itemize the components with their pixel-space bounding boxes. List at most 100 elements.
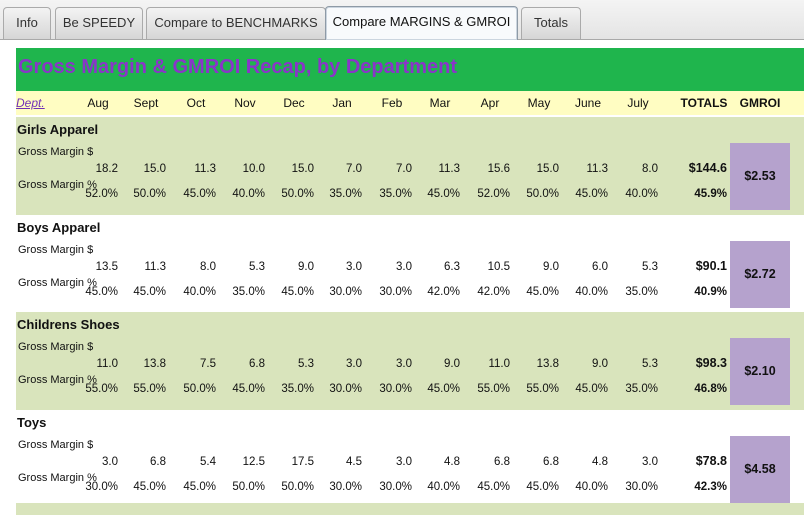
gross-margin-dollar-cell: 3.0 [396, 358, 412, 370]
gross-margin-pct-cell: 40.0% [232, 188, 265, 200]
total-dollar-cell: $90.1 [695, 259, 727, 273]
gross-margin-pct-cell: 45.0% [427, 188, 460, 200]
gross-margin-pct-cell: 42.0% [477, 286, 510, 298]
gross-margin-pct-cell: 55.0% [85, 383, 118, 395]
tab-be-speedy[interactable]: Be SPEEDY [55, 7, 143, 39]
gross-margin-pct-cell: 50.0% [183, 383, 216, 395]
gross-margin-pct-cell: 35.0% [281, 383, 314, 395]
gross-margin-pct-cell: 50.0% [133, 188, 166, 200]
gross-margin-dollar-cell: 15.0 [291, 163, 314, 175]
dept-header: Dept. [16, 96, 45, 110]
gross-margin-pct-cell: 45.0% [575, 188, 608, 200]
gross-margin-dollar-cell: 3.0 [396, 261, 412, 273]
gross-margin-pct-cell: 40.0% [625, 188, 658, 200]
gross-margin-pct-cell: 30.0% [379, 383, 412, 395]
gmroi-value: $4.58 [744, 462, 776, 476]
gmroi-value: $2.53 [744, 169, 776, 183]
gross-margin-pct-cell: 30.0% [329, 481, 362, 493]
gross-margin-pct-cell: 45.0% [133, 286, 166, 298]
gross-margin-pct-cell: 45.0% [183, 481, 216, 493]
tab-compare-margins-gmroi[interactable]: Compare MARGINS & GMROI [325, 6, 518, 40]
gross-margin-pct-cell: 50.0% [281, 188, 314, 200]
gmroi-value: $2.10 [744, 364, 776, 378]
gross-margin-dollar-cell: 6.0 [592, 261, 608, 273]
month-header: June [574, 96, 602, 110]
title-bar: Gross Margin & GMROI Recap, by Departmen… [16, 48, 804, 91]
tab-totals[interactable]: Totals [521, 7, 581, 39]
gross-margin-pct-label: Gross Margin % [18, 277, 97, 289]
gross-margin-pct-cell: 35.0% [625, 383, 658, 395]
month-header: July [627, 96, 649, 110]
tab-info[interactable]: Info [3, 7, 51, 39]
gross-margin-dollar-cell: 15.0 [536, 163, 559, 175]
department-block: Toys Gross Margin $ Gross Margin % 3.0 6.8 5.… [16, 410, 804, 508]
totals-header: TOTALS [680, 96, 728, 110]
department-block: Childrens Shoes Gross Margin $ Gross Margi… [16, 312, 804, 410]
gmroi-header: GMROI [739, 96, 781, 110]
gross-margin-pct-cell: 55.0% [477, 383, 510, 395]
gross-margin-pct-cell: 50.0% [281, 481, 314, 493]
month-header: May [527, 96, 551, 110]
tab-compare-benchmarks[interactable]: Compare to BENCHMARKS [146, 7, 326, 39]
gross-margin-pct-cell: 35.0% [625, 286, 658, 298]
gross-margin-dollar-cell: 6.8 [249, 358, 265, 370]
department-block: Boys Apparel Gross Margin $ Gross Margin %… [16, 215, 804, 313]
gross-margin-dollar-cell: 5.3 [642, 358, 658, 370]
gross-margin-pct-cell: 45.0% [427, 383, 460, 395]
gross-margin-pct-cell: 50.0% [232, 481, 265, 493]
gross-margin-dollar-cell: 9.0 [592, 358, 608, 370]
gross-margin-pct-cell: 45.0% [575, 383, 608, 395]
total-dollar-cell: $144.6 [688, 161, 727, 175]
gross-margin-pct-label: Gross Margin % [18, 472, 97, 484]
gross-margin-dollar-cell: 11.3 [194, 163, 216, 175]
gross-margin-dollar-cell: 3.0 [642, 456, 658, 468]
month-header: Oct [186, 96, 206, 110]
gross-margin-pct-cell: 45.0% [526, 481, 559, 493]
gross-margin-pct-cell: 45.0% [526, 286, 559, 298]
gross-margin-dollar-cell: 5.3 [642, 261, 658, 273]
gross-margin-dollar-cell: 10.0 [242, 163, 265, 175]
month-header: Aug [87, 96, 109, 110]
gross-margin-pct-cell: 45.0% [183, 188, 216, 200]
gross-margin-dollar-cell: 6.8 [150, 456, 166, 468]
gmroi-cell: $2.10 [730, 338, 790, 405]
gross-margin-dollar-cell: 13.8 [143, 358, 166, 370]
gross-margin-dollar-cell: 13.5 [95, 261, 118, 273]
gross-margin-pct-cell: 45.0% [477, 481, 510, 493]
gross-margin-dollar-cell: 9.0 [543, 261, 559, 273]
gross-margin-pct-label: Gross Margin % [18, 179, 97, 191]
gross-margin-dollar-cell: 7.0 [346, 163, 362, 175]
total-dollar-cell: $78.8 [695, 454, 727, 468]
recap-sheet: Gross Margin & GMROI Recap, by Departmen… [16, 48, 804, 515]
month-header: Nov [234, 96, 256, 110]
month-header: Jan [332, 96, 352, 110]
header-row: Dept. Aug Sept Oct Nov Dec Jan Feb Mar Apr May Jun… [16, 91, 804, 115]
gross-margin-pct-cell: 35.0% [379, 188, 412, 200]
department-name: Toys [17, 415, 47, 430]
gross-margin-dollar-cell: 10.5 [487, 261, 510, 273]
gross-margin-dollar-cell: 15.6 [487, 163, 510, 175]
gross-margin-pct-cell: 55.0% [133, 383, 166, 395]
gross-margin-pct-cell: 40.0% [183, 286, 216, 298]
month-header: Sept [133, 96, 159, 110]
total-pct-cell: 40.9% [694, 286, 727, 298]
gross-margin-dollar-cell: 12.5 [242, 456, 265, 468]
total-pct-cell: 42.3% [694, 481, 727, 493]
month-header: Feb [381, 96, 403, 110]
gross-margin-dollar-cell: 8.0 [200, 261, 216, 273]
gross-margin-dollar-cell: 11.3 [586, 163, 608, 175]
gross-margin-dollar-cell: 13.8 [536, 358, 559, 370]
gross-margin-dollar-cell: 5.3 [298, 358, 314, 370]
gross-margin-dollar-cell: 15.0 [143, 163, 166, 175]
gross-margin-dollar-cell: 4.8 [444, 456, 460, 468]
gross-margin-dollar-label: Gross Margin $ [18, 439, 94, 451]
gross-margin-pct-cell: 30.0% [379, 481, 412, 493]
gross-margin-pct-label: Gross Margin % [18, 374, 97, 386]
gross-margin-pct-cell: 35.0% [232, 286, 265, 298]
gross-margin-dollar-cell: 6.8 [494, 456, 510, 468]
gross-margin-dollar-cell: 11.3 [438, 163, 460, 175]
month-header: Mar [429, 96, 451, 110]
gross-margin-pct-cell: 40.0% [575, 481, 608, 493]
gross-margin-dollar-cell: 17.5 [291, 456, 314, 468]
gross-margin-dollar-cell: 5.3 [249, 261, 265, 273]
